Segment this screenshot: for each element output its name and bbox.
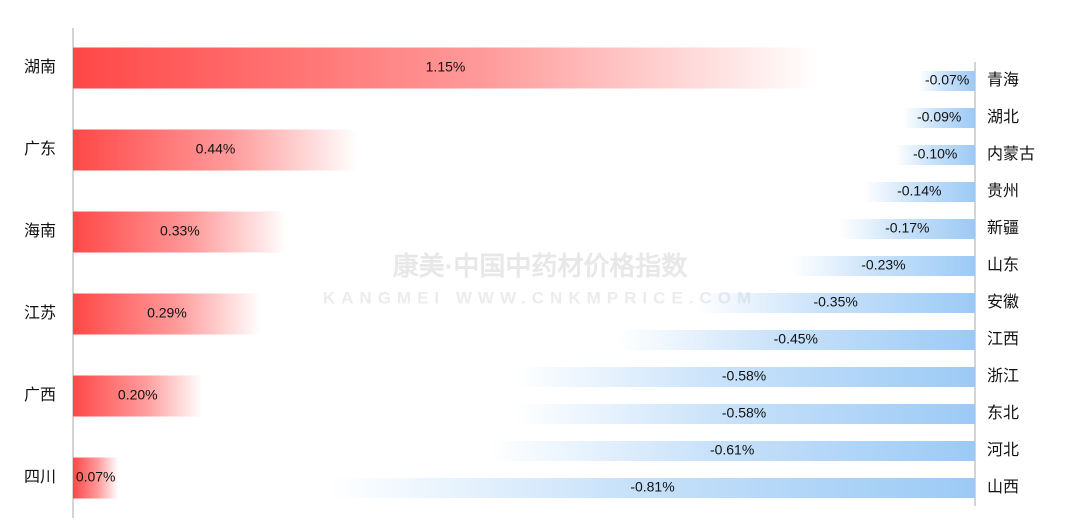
category-label: 河北 xyxy=(987,441,1019,459)
category-label: 新疆 xyxy=(987,219,1019,237)
value-label: 0.44% xyxy=(196,141,236,157)
category-label: 广西 xyxy=(24,386,56,404)
watermark-title: 康美·中国中药材价格指数 xyxy=(393,251,689,281)
bar xyxy=(73,293,261,335)
bar xyxy=(616,330,975,350)
value-label: -0.81% xyxy=(630,479,674,495)
bar xyxy=(73,375,203,417)
value-label: 0.29% xyxy=(147,305,187,321)
category-label: 湖北 xyxy=(987,108,1019,126)
watermark-subtitle: KANGMEI WWW.CNKMPRICE.COM xyxy=(323,288,757,307)
value-label: -0.58% xyxy=(722,405,766,421)
category-label: 山西 xyxy=(987,478,1019,496)
bar xyxy=(903,108,975,128)
bar xyxy=(489,441,975,461)
bar xyxy=(696,293,975,313)
bar xyxy=(895,145,975,165)
bar xyxy=(330,478,975,498)
value-label: 0.20% xyxy=(118,387,158,403)
category-label: 山东 xyxy=(987,256,1019,274)
bar xyxy=(919,71,975,91)
category-label: 青海 xyxy=(987,71,1019,89)
category-label: 江西 xyxy=(987,330,1019,348)
value-label: -0.17% xyxy=(885,220,929,236)
bar xyxy=(863,182,975,202)
value-label: -0.45% xyxy=(774,331,818,347)
bar xyxy=(73,457,119,499)
value-label: -0.23% xyxy=(861,257,905,273)
category-label: 广东 xyxy=(24,140,56,158)
category-label: 内蒙古 xyxy=(987,145,1035,163)
value-label: -0.14% xyxy=(897,183,941,199)
value-label: -0.09% xyxy=(917,109,961,125)
category-label: 四川 xyxy=(24,469,56,486)
category-label: 安徽 xyxy=(987,293,1019,311)
value-label: 0.07% xyxy=(76,469,116,485)
bar xyxy=(73,47,818,89)
category-label: 东北 xyxy=(987,404,1019,422)
category-label: 海南 xyxy=(24,222,56,240)
bar xyxy=(513,404,975,424)
category-label: 江苏 xyxy=(24,304,56,322)
category-label: 贵州 xyxy=(987,182,1019,200)
category-label: 浙江 xyxy=(987,367,1019,385)
bar xyxy=(73,211,287,253)
value-label: -0.35% xyxy=(813,294,857,310)
value-label: -0.10% xyxy=(913,146,957,162)
bar xyxy=(839,219,975,239)
value-label: 0.33% xyxy=(160,223,200,239)
value-label: 1.15% xyxy=(426,59,466,75)
bar xyxy=(791,256,975,276)
bar xyxy=(73,129,359,171)
value-label: -0.58% xyxy=(722,368,766,384)
value-label: -0.07% xyxy=(925,72,969,88)
watermark: 康美·中国中药材价格指数 KANGMEI WWW.CNKMPRICE.COM xyxy=(323,251,757,308)
bar xyxy=(513,367,975,387)
value-label: -0.61% xyxy=(710,442,754,458)
category-label: 湖南 xyxy=(24,58,56,76)
